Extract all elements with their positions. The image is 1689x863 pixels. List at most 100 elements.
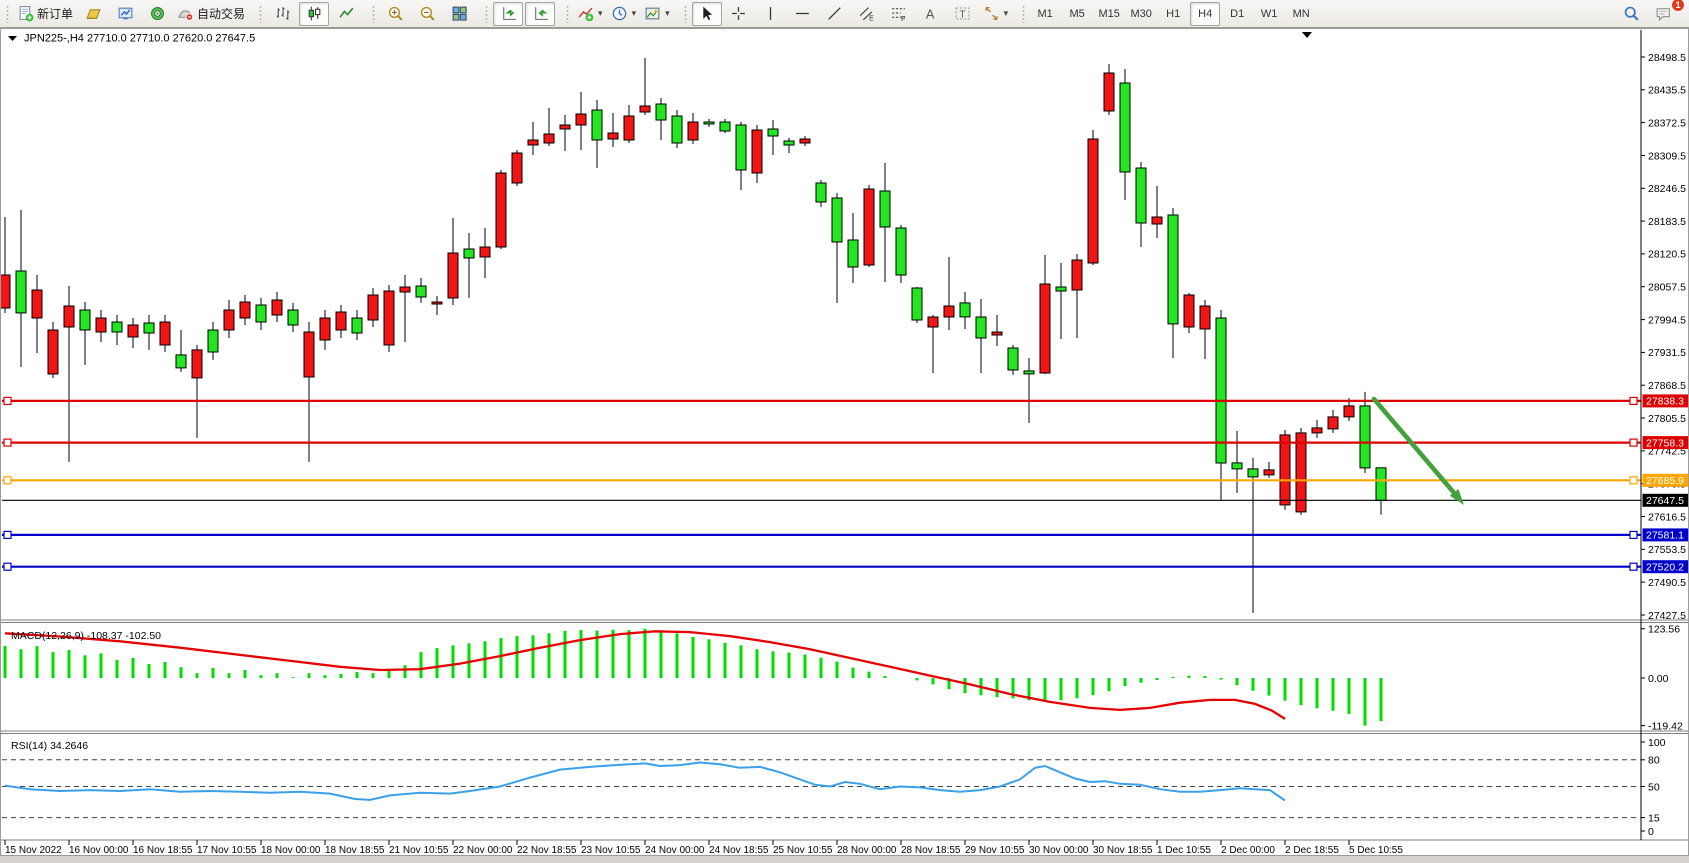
timeframe-M5[interactable]: M5 — [1069, 7, 1085, 20]
zoom-out-button[interactable] — [412, 2, 442, 26]
cursor-button[interactable] — [691, 1, 722, 26]
svg-text:80: 80 — [1648, 755, 1660, 767]
navigator-button[interactable] — [142, 2, 172, 26]
arrows-button[interactable]: ▾ — [980, 2, 1012, 26]
svg-text:27427.5: 27427.5 — [1648, 610, 1686, 622]
market-watch-button[interactable] — [110, 2, 140, 26]
zoom-out-icon — [419, 5, 436, 22]
svg-text:29 Nov 10:55: 29 Nov 10:55 — [965, 845, 1025, 856]
periods-button[interactable]: ▾ — [608, 2, 640, 26]
svg-text:27805.5: 27805.5 — [1648, 413, 1686, 425]
svg-text:28498.5: 28498.5 — [1648, 52, 1686, 64]
macd-signal-line — [4, 630, 1286, 720]
toolbar-group: E F A T ▾ — [678, 1, 1017, 27]
tile-windows-button[interactable] — [444, 2, 474, 26]
candle-chart-button[interactable] — [299, 1, 330, 26]
svg-text:24 Nov 00:00: 24 Nov 00:00 — [645, 845, 705, 856]
line-handle[interactable] — [1629, 438, 1638, 447]
rsi-line — [4, 761, 1286, 802]
chart-shift-button[interactable] — [525, 1, 556, 26]
indicators-button[interactable]: ▾ — [574, 2, 606, 26]
line-handle[interactable] — [3, 476, 12, 485]
chart-profile-button[interactable] — [78, 2, 108, 26]
bar-chart-button[interactable] — [267, 2, 297, 26]
toolbar-button-label: 自动交易 — [197, 7, 246, 21]
horizontal-line-27520.2[interactable] — [2, 562, 1641, 571]
chat-button[interactable] — [1648, 2, 1678, 26]
svg-text:28057.5: 28057.5 — [1648, 282, 1686, 294]
horizontal-line-27838.3[interactable] — [2, 396, 1641, 405]
auto-scroll-button[interactable] — [493, 1, 524, 26]
line-handle[interactable] — [1629, 530, 1638, 539]
toolbar-group — [253, 1, 366, 27]
horizontal-line-27581.1[interactable] — [2, 530, 1641, 539]
arrows-icon — [983, 5, 1000, 22]
text-label-button[interactable]: T — [948, 2, 978, 26]
chart-menu-marker[interactable] — [1302, 32, 1312, 38]
svg-text:22 Nov 18:55: 22 Nov 18:55 — [517, 845, 577, 856]
svg-text:F: F — [901, 16, 905, 22]
horizontal-line-icon — [794, 5, 811, 22]
vertical-line-icon — [762, 5, 779, 22]
fibonacci-button[interactable]: F — [884, 2, 914, 26]
templates-button[interactable]: ▾ — [641, 2, 673, 26]
line-handle[interactable] — [1629, 396, 1638, 405]
chevron-down-icon: ▾ — [665, 8, 670, 18]
equidistant-channel-button[interactable]: E — [852, 2, 882, 26]
search-button[interactable] — [1616, 2, 1646, 26]
line-handle[interactable] — [3, 562, 12, 571]
timeframe-H4[interactable]: H4 — [1190, 1, 1221, 26]
macd-pane: 123.56 0.00 -119.42 MACD(12,26,9) -108.37 -… — [3, 624, 1683, 732]
auto-trading-button[interactable]: 自动交易 — [174, 2, 248, 26]
macd-label: MACD(12,26,9) -108.37 -102.50 — [11, 630, 161, 642]
timeframe-W1[interactable]: W1 — [1260, 7, 1278, 20]
svg-text:0.00: 0.00 — [1648, 673, 1669, 685]
equidistant-channel-icon: E — [858, 5, 875, 22]
vertical-line-button[interactable] — [756, 2, 786, 26]
trend-arrow[interactable] — [1371, 396, 1464, 505]
line-handle[interactable] — [3, 438, 12, 447]
line-chart-button[interactable] — [331, 2, 361, 26]
crosshair-button[interactable] — [724, 2, 754, 26]
chart-profile-icon — [85, 5, 102, 22]
chart-shift-icon — [532, 5, 549, 22]
horizontal-line-button[interactable] — [788, 2, 818, 26]
zoom-in-button[interactable] — [380, 2, 410, 26]
horizontal-line-27685.9[interactable] — [2, 476, 1641, 485]
bar-chart-icon — [274, 5, 291, 22]
cursor-icon — [698, 5, 715, 22]
timeframe-MN[interactable]: MN — [1292, 7, 1310, 20]
timeframe-D1[interactable]: D1 — [1230, 7, 1245, 20]
svg-text:27685.9: 27685.9 — [1646, 475, 1684, 487]
chart-window: 28498.5 28435.5 28372.5 28309.5 28246.5 28183… — [0, 28, 1689, 863]
svg-text:28183.5: 28183.5 — [1648, 216, 1686, 228]
line-handle[interactable] — [3, 396, 12, 405]
timeframe-M1[interactable]: M1 — [1037, 7, 1053, 20]
new-order-icon — [17, 5, 34, 22]
indicators-icon — [577, 5, 594, 22]
line-handle[interactable] — [1629, 562, 1638, 571]
line-handle[interactable] — [3, 530, 12, 539]
navigator-icon — [149, 5, 166, 22]
timeframe-M15[interactable]: M15 — [1098, 7, 1120, 20]
main-toolbar: 新订单 自动交易 ▾ ▾ ▾ E F A T ▾ M1 M5 M15 M30 H1 H4 D1 W1 MN 1 — [0, 0, 1689, 28]
svg-text:50: 50 — [1648, 781, 1660, 793]
chevron-down-icon: ▾ — [598, 8, 603, 18]
svg-text:30 Nov 18:55: 30 Nov 18:55 — [1093, 845, 1153, 856]
new-order-button[interactable]: 新订单 — [14, 2, 76, 26]
line-chart-icon — [338, 5, 355, 22]
price-tag: 27647.5 — [1642, 493, 1689, 507]
svg-text:27553.5: 27553.5 — [1648, 544, 1686, 556]
horizontal-line-27758.3[interactable] — [2, 438, 1641, 447]
timeframe-H1[interactable]: H1 — [1166, 7, 1181, 20]
svg-text:27490.5: 27490.5 — [1648, 577, 1686, 589]
line-handle[interactable] — [1629, 476, 1638, 485]
time-axis[interactable]: 15 Nov 2022 16 Nov 00:00 16 Nov 18:55 17 No… — [4, 840, 1403, 856]
price-tag: 27581.1 — [1642, 528, 1689, 542]
toolbar-right-group: 1 — [1615, 0, 1689, 26]
chart-collapse-button[interactable] — [8, 36, 17, 41]
chevron-down-icon: ▾ — [1003, 8, 1009, 18]
trendline-button[interactable] — [820, 2, 850, 26]
text-button[interactable]: A — [916, 2, 946, 26]
timeframe-M30[interactable]: M30 — [1130, 7, 1152, 20]
